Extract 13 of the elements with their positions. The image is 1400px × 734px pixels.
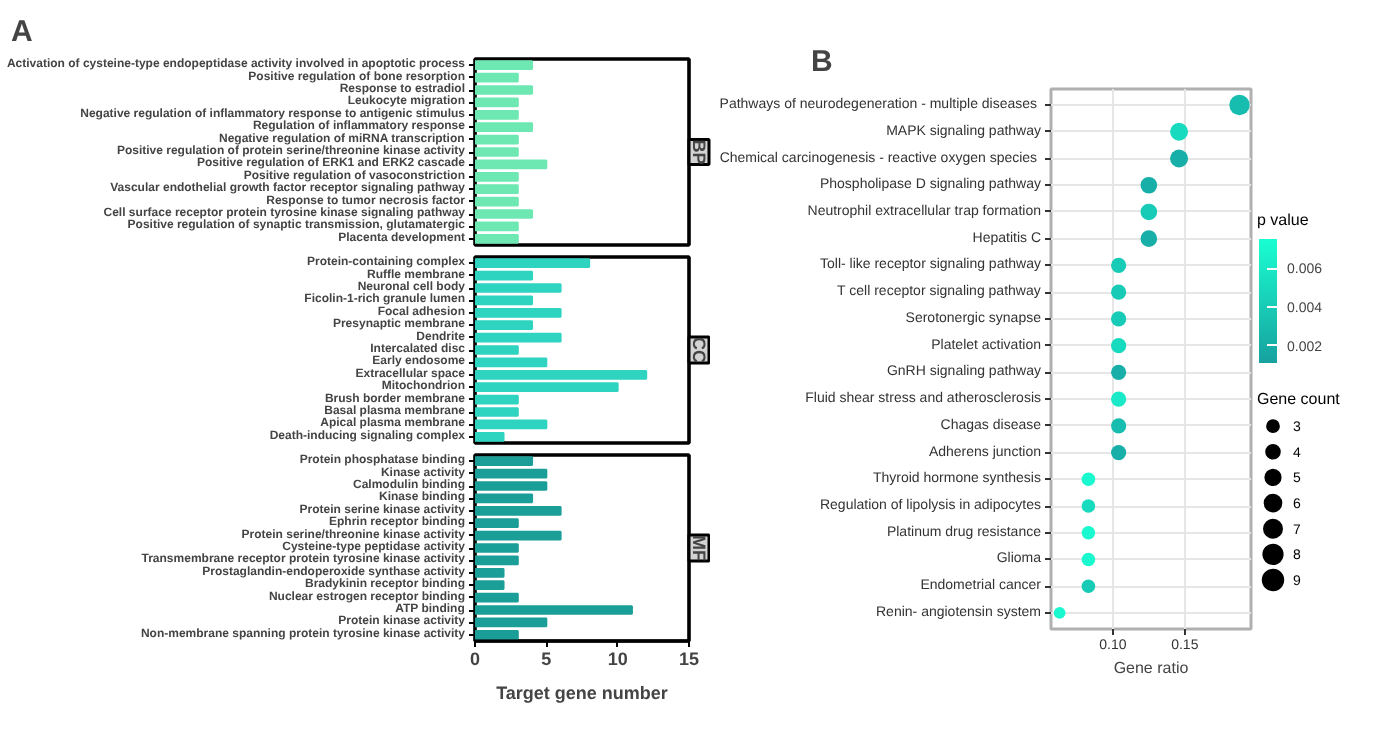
text: A <box>11 15 33 49</box>
x-axis-title: Gene ratio <box>1113 659 1190 677</box>
color-bar-title: p value <box>1257 210 1310 229</box>
text: B <box>811 45 833 79</box>
x-tick-label: 5 <box>541 649 552 669</box>
x-tick-label: 10 <box>607 649 628 669</box>
x-axis-title: Target gene number <box>496 683 669 703</box>
text: BP <box>689 139 709 165</box>
text: CC <box>689 337 709 364</box>
legend-title: Gene count <box>1257 389 1342 408</box>
x-tick-label: 0 <box>469 649 481 669</box>
x-tick-label: 15 <box>678 649 700 669</box>
text: MF <box>689 535 709 562</box>
